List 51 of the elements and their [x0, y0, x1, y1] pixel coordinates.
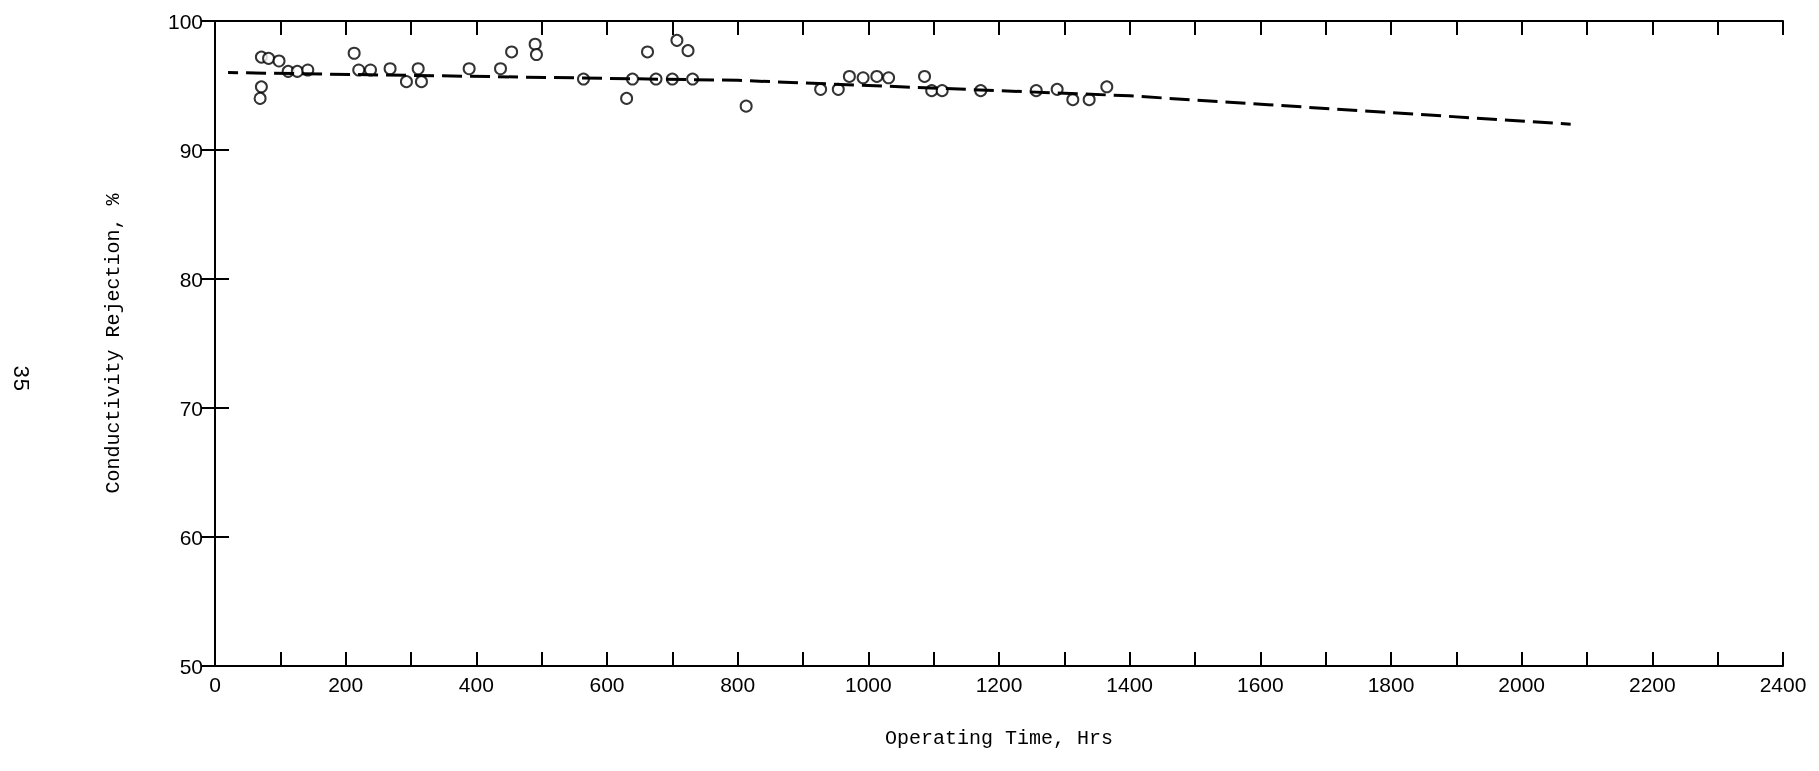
point: [411, 62, 425, 76]
point: [670, 33, 684, 47]
y-tick-label: 70: [179, 396, 203, 420]
point: [1066, 93, 1080, 107]
point: [272, 54, 286, 68]
y-tick-label: 100: [167, 9, 203, 33]
y-axis-title: Conductivity Rejection, %: [101, 192, 125, 494]
point: [1100, 80, 1114, 94]
y-tick-label: 50: [179, 654, 203, 678]
point: [414, 75, 428, 89]
point: [262, 51, 276, 65]
point: [918, 69, 932, 83]
point: [528, 37, 542, 51]
y-tick-label: 80: [179, 267, 203, 291]
point: [814, 82, 828, 96]
point: [935, 84, 949, 98]
x-tick-label: 2200: [1628, 673, 1676, 696]
point: [254, 80, 268, 94]
point: [870, 69, 884, 83]
point: [620, 91, 634, 105]
x-tick-label: 1400: [1106, 673, 1154, 696]
x-tick-label: 0: [209, 673, 221, 696]
point: [856, 71, 870, 85]
point: [253, 91, 267, 105]
point: [681, 44, 695, 58]
x-tick-label: 400: [458, 673, 494, 696]
x-tick-label: 1800: [1367, 673, 1415, 696]
x-tick-label: 1000: [844, 673, 892, 696]
text: 35: [6, 365, 32, 392]
y-tick-label: 90: [179, 138, 203, 162]
point: [505, 45, 519, 59]
x-tick-label: 200: [328, 673, 364, 696]
point: [494, 62, 508, 76]
point: [842, 69, 856, 83]
x-axis-title: Operating Time, Hrs: [884, 726, 1114, 750]
x-tick-label: 1600: [1236, 673, 1284, 696]
x-tick-label: 2000: [1498, 673, 1546, 696]
point: [462, 62, 476, 76]
point: [347, 46, 361, 60]
point: [529, 48, 543, 62]
point: [383, 62, 397, 76]
x-tick-label: 1200: [975, 673, 1023, 696]
point: [399, 75, 413, 89]
point: [882, 71, 896, 85]
x-tick-label: 600: [589, 673, 625, 696]
point: [625, 72, 639, 86]
point: [739, 99, 753, 113]
point: [641, 45, 655, 59]
y-tick-label: 60: [179, 525, 203, 549]
x-tick-label: 800: [720, 673, 756, 696]
x-tick-label: 2400: [1759, 673, 1807, 696]
